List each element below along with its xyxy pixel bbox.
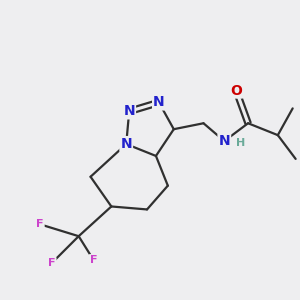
Text: N: N xyxy=(218,134,230,148)
Text: F: F xyxy=(36,219,44,229)
Text: N: N xyxy=(120,137,132,151)
Text: N: N xyxy=(153,95,165,110)
Text: F: F xyxy=(48,258,56,268)
Text: N: N xyxy=(123,104,135,118)
Text: H: H xyxy=(236,139,245,148)
Text: O: O xyxy=(230,84,242,98)
Text: F: F xyxy=(90,255,97,265)
